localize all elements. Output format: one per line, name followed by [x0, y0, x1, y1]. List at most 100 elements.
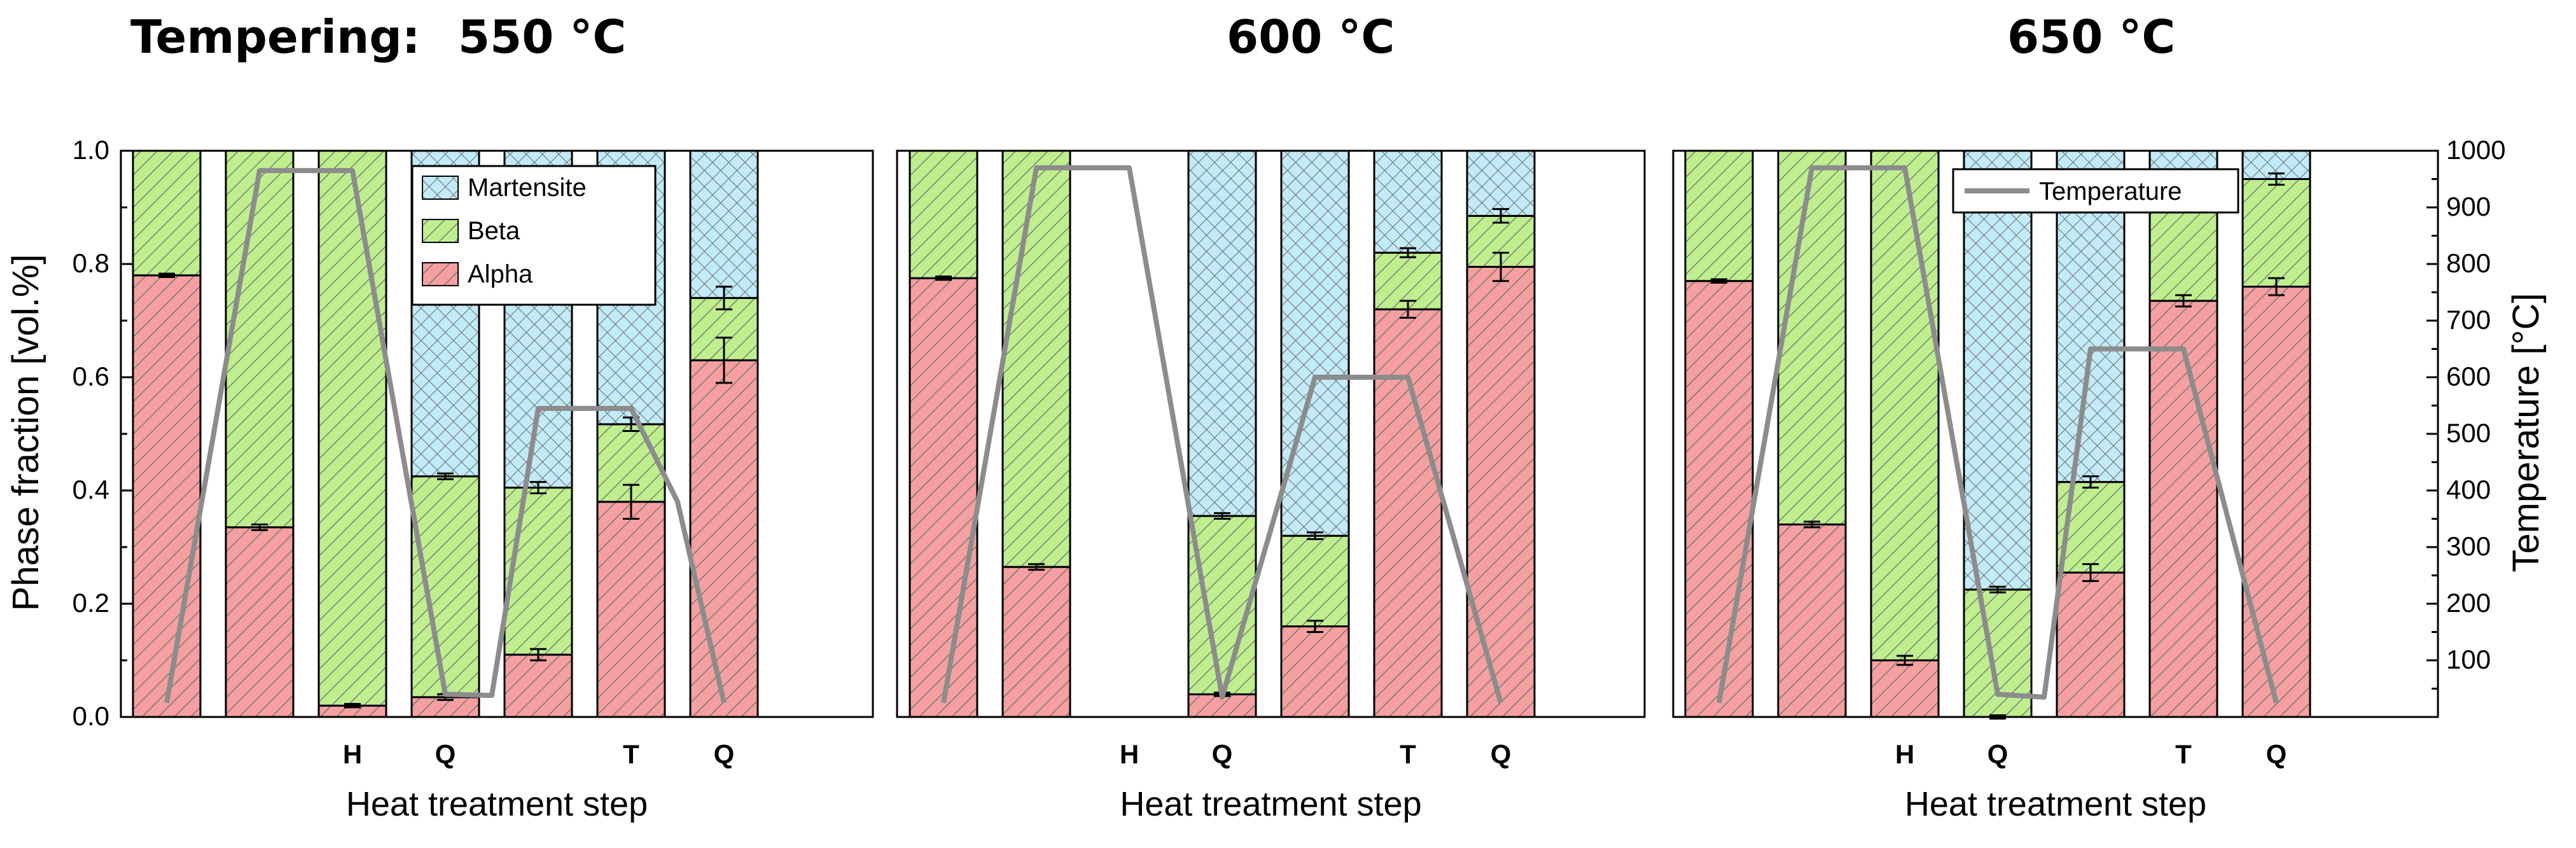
y-tick-label: 1.0 — [73, 135, 109, 165]
bar-martensite-hatch — [1373, 149, 1443, 254]
panel-600-step-labels: H Q T Q — [1120, 739, 1512, 769]
bar-beta-hatch — [132, 149, 202, 277]
y-tick-label: 0.2 — [73, 588, 109, 618]
panel-550-ticks — [121, 149, 132, 718]
step-label: Q — [1212, 739, 1233, 769]
temperature-line — [1716, 165, 2279, 704]
panel-2-title: 600 °C — [1227, 10, 1395, 64]
step-label: Q — [2266, 739, 2287, 769]
y2-tick-label: 1000 — [2446, 135, 2505, 165]
panel-650-ticks — [2426, 149, 2438, 690]
panel-550-step-labels: H Q T Q — [343, 739, 735, 769]
phase-legend: Martensite Beta Alpha — [411, 165, 657, 306]
step-label: T — [1400, 739, 1416, 769]
bar-alpha-hatch — [1001, 566, 1071, 718]
y-tick-labels: 0.0 0.2 0.4 0.6 0.8 1.0 — [73, 135, 109, 731]
temperature-line — [164, 168, 727, 704]
step-label: Q — [435, 739, 456, 769]
bar-alpha-hatch — [1684, 280, 1754, 718]
bar-alpha-hatch — [2241, 286, 2311, 718]
bar-beta-hatch — [1870, 149, 1940, 662]
panel-600: H Q T Q Heat treatment step — [896, 149, 1646, 823]
panel-650-bars — [1684, 149, 2311, 720]
bar-beta-hatch — [1001, 149, 1071, 568]
y2-tick-label: 600 — [2446, 361, 2491, 391]
step-label: H — [1120, 739, 1139, 769]
y2-tick-label: 400 — [2446, 475, 2491, 504]
bar-beta-hatch — [410, 475, 480, 699]
y2-tick-labels: 100 200 300 400 500 600 700 800 900 1000 — [2446, 135, 2505, 674]
y2-tick-label: 200 — [2446, 588, 2491, 618]
y-axis-title: Phase fraction [vol.%] — [5, 254, 46, 611]
bar-beta-hatch — [225, 149, 295, 529]
y2-axis-title: Temperature [°C] — [2505, 293, 2547, 572]
bar-beta-hatch — [2241, 178, 2311, 288]
bar-alpha-hatch — [1373, 308, 1443, 718]
legend-label-temperature: Temperature — [2039, 177, 2182, 205]
bar-martensite-hatch — [1466, 149, 1536, 217]
panel-650: H Q T Q Heat treatment step Temperature — [1672, 149, 2439, 823]
step-label: H — [343, 739, 362, 769]
panel-600-bars — [909, 149, 1536, 718]
bar-beta-hatch — [1684, 149, 1754, 282]
panel-650-x-axis-title: Heat treatment step — [1905, 785, 2206, 823]
bar-martensite-hatch — [1963, 149, 2033, 591]
panel-600-x-axis-title: Heat treatment step — [1120, 785, 1421, 823]
bar-alpha-hatch — [909, 277, 978, 718]
step-label: Q — [714, 739, 735, 769]
temperature-legend: Temperature — [1952, 168, 2239, 214]
bar-beta-hatch — [909, 149, 978, 279]
bar-alpha-hatch — [2056, 571, 2126, 718]
panel-3-title: 650 °C — [2007, 10, 2175, 64]
bar-beta-hatch — [503, 487, 573, 656]
legend-swatch-martensite-hatch — [422, 176, 459, 200]
step-label: H — [1895, 739, 1914, 769]
bar-alpha-hatch — [503, 653, 573, 718]
bar-alpha-hatch — [596, 501, 666, 718]
legend-label-beta: Beta — [468, 217, 520, 245]
legend-swatch-alpha-hatch — [422, 262, 459, 286]
bar-alpha-hatch — [1777, 523, 1847, 718]
bar-beta-hatch — [1777, 149, 1847, 525]
y2-tick-label: 300 — [2446, 531, 2491, 561]
legend-swatch-beta-hatch — [422, 219, 459, 243]
y2-tick-label: 100 — [2446, 644, 2491, 674]
bar-martensite-hatch — [1280, 149, 1350, 537]
bar-alpha-hatch — [689, 359, 759, 718]
bar-beta-hatch — [1280, 534, 1350, 628]
step-label: T — [623, 739, 639, 769]
bar-alpha-hatch — [1870, 659, 1940, 718]
bar-martensite-hatch — [1187, 149, 1257, 517]
bar-alpha-hatch — [2148, 300, 2218, 718]
bar-beta-hatch — [1187, 515, 1257, 695]
y-tick-label: 0.8 — [73, 248, 109, 278]
panel-600-temperature — [941, 165, 1503, 704]
step-label: Q — [1988, 739, 2009, 769]
panel-550-x-axis-title: Heat treatment step — [346, 785, 648, 823]
panel-600-frame — [896, 149, 1646, 718]
bar-martensite-hatch — [689, 149, 759, 299]
step-label: Q — [1491, 739, 1512, 769]
step-label: T — [2175, 739, 2192, 769]
y2-tick-label: 800 — [2446, 248, 2491, 278]
bar-alpha-hatch — [132, 274, 202, 718]
panel-550: H Q T Q Heat treatment step Martensite B… — [120, 149, 874, 823]
bar-alpha-hatch — [225, 526, 295, 718]
bar-alpha-hatch — [1466, 265, 1536, 718]
panel-550-temperature — [164, 168, 727, 704]
bar-beta-hatch — [317, 149, 387, 707]
bar-alpha-hatch — [1280, 625, 1350, 718]
temperature-line — [941, 165, 1503, 704]
tempering-label: Tempering: — [130, 10, 421, 64]
y2-tick-label: 500 — [2446, 418, 2491, 448]
y2-tick-label: 900 — [2446, 191, 2491, 221]
legend-label-martensite: Martensite — [468, 174, 587, 202]
panel-650-step-labels: H Q T Q — [1895, 739, 2287, 769]
y2-tick-label: 700 — [2446, 305, 2491, 335]
panel-650-temperature — [1716, 165, 2279, 704]
panel-1-title: 550 °C — [458, 10, 626, 64]
y-tick-label: 0.6 — [73, 361, 109, 391]
y-tick-label: 0.4 — [73, 475, 109, 504]
